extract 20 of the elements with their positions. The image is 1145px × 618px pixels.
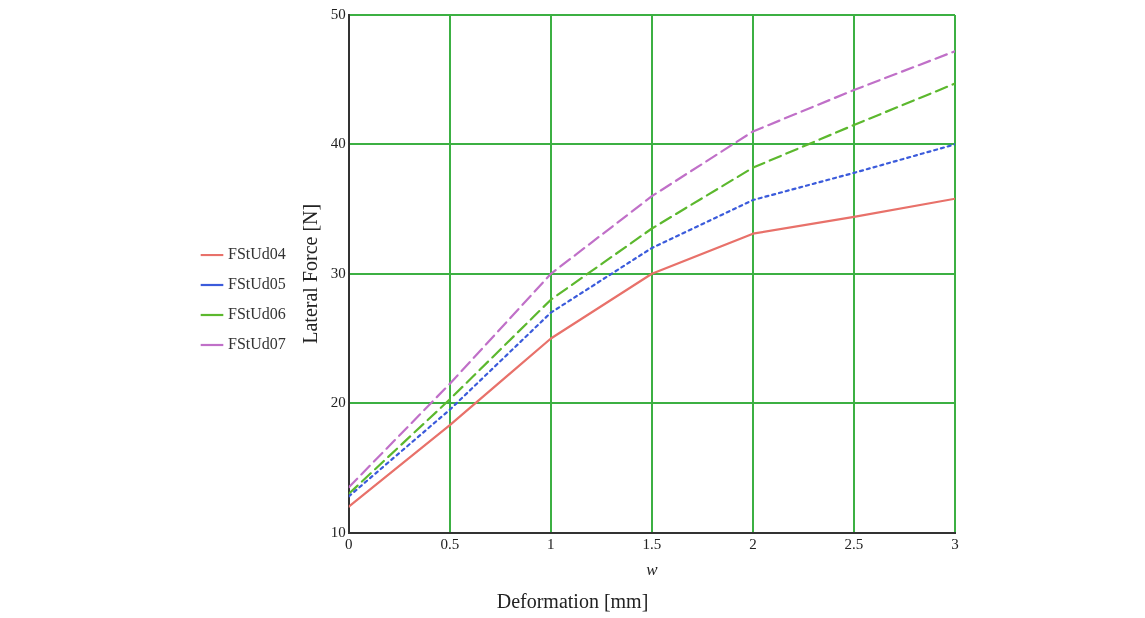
x-tick-label: 3 — [951, 535, 959, 552]
y-tick-label: 30 — [330, 264, 346, 281]
x-tick-label: 2 — [749, 535, 757, 552]
y-axis-title: Lateral Force [N] — [299, 203, 322, 344]
legend-label: FStUd07 — [228, 335, 286, 353]
x-tick-label: 2.5 — [844, 535, 864, 552]
x-tick-label: 1 — [547, 535, 555, 552]
line-series — [348, 143, 955, 498]
x-tick-label: 1.5 — [642, 535, 662, 552]
x-axis-title: w — [646, 560, 659, 580]
legend-label: FStUd06 — [228, 305, 286, 323]
y-tick-label: 50 — [330, 5, 346, 22]
text: Deformation [mm] — [495, 590, 650, 613]
y-tick-label: 10 — [330, 523, 346, 540]
y-tick-label: 40 — [330, 135, 346, 152]
y-tick-label: 20 — [330, 394, 346, 411]
x-tick-label: 0 — [345, 535, 353, 552]
legend-label: FStUd05 — [228, 275, 286, 293]
x-tick-label: 0.5 — [440, 535, 460, 552]
legend-label: FStUd04 — [228, 245, 286, 263]
